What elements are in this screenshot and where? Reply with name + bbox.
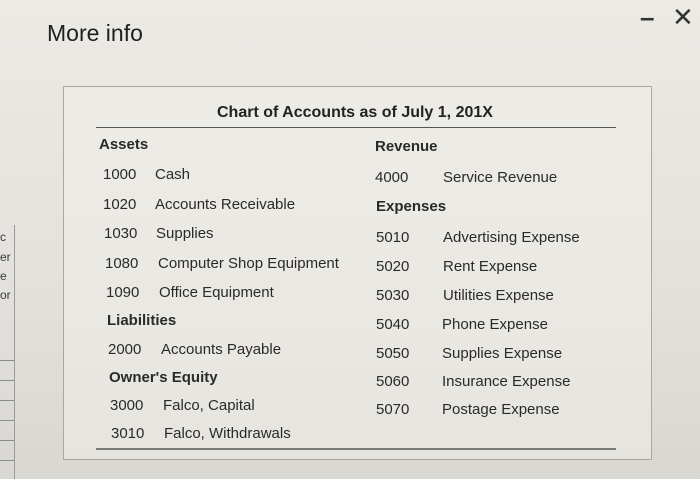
liabilities-heading: Liabilities [107, 312, 177, 329]
equity-heading: Owner's Equity [109, 369, 218, 386]
edge-divider [0, 400, 14, 401]
account-number: 5020 [376, 258, 410, 275]
account-number: 1080 [105, 255, 139, 272]
account-name: Phone Expense [442, 316, 548, 333]
account-number: 1090 [106, 284, 140, 301]
chart-title: Chart of Accounts as of July 1, 201X [217, 104, 493, 121]
account-name: Accounts Receivable [155, 196, 296, 213]
close-icon[interactable]: ✕ [672, 2, 694, 32]
account-name: Insurance Expense [442, 373, 571, 390]
account-name: Falco, Capital [163, 397, 255, 414]
header-rule [96, 127, 616, 128]
account-name: Falco, Withdrawals [164, 425, 291, 442]
account-number: 5040 [376, 316, 410, 333]
minimize-icon[interactable]: – [640, 2, 655, 32]
account-name: Rent Expense [443, 258, 538, 275]
edge-fragment: c [0, 230, 6, 244]
account-number: 5070 [376, 401, 410, 418]
footer-rule [96, 448, 616, 450]
account-name: Cash [155, 166, 191, 183]
account-name: Supplies [156, 225, 214, 242]
account-name: Utilities Expense [443, 287, 554, 304]
account-name: Supplies Expense [442, 345, 563, 362]
account-name: Computer Shop Equipment [158, 255, 339, 272]
account-number: 5060 [376, 373, 410, 390]
expenses-heading: Expenses [376, 198, 447, 215]
account-number: 1000 [103, 166, 137, 183]
dialog-title: More info [47, 20, 143, 46]
edge-fragment: e [0, 269, 7, 283]
account-name: Postage Expense [442, 401, 560, 418]
edge-divider [0, 440, 14, 441]
chart-of-accounts-panel [63, 86, 652, 460]
edge-divider [0, 460, 14, 461]
account-number: 1030 [104, 225, 138, 242]
account-number: 5050 [376, 345, 410, 362]
assets-heading: Assets [99, 136, 149, 153]
edge-divider [0, 360, 14, 361]
account-number: 5010 [376, 229, 410, 246]
edge-divider [0, 380, 14, 381]
account-number: 3000 [110, 397, 144, 414]
edge-fragment: er [0, 250, 11, 264]
account-number: 3010 [111, 425, 145, 442]
account-number: 2000 [108, 341, 142, 358]
account-name: Service Revenue [443, 169, 558, 186]
account-number: 4000 [375, 169, 409, 186]
account-name: Accounts Payable [161, 341, 282, 358]
edge-divider [0, 420, 14, 421]
background-page-edge [0, 225, 15, 479]
account-name: Advertising Expense [443, 229, 580, 246]
account-name: Office Equipment [159, 284, 274, 301]
edge-fragment: or [0, 288, 11, 302]
revenue-heading: Revenue [375, 138, 438, 155]
account-number: 5030 [376, 287, 410, 304]
account-number: 1020 [103, 196, 137, 213]
